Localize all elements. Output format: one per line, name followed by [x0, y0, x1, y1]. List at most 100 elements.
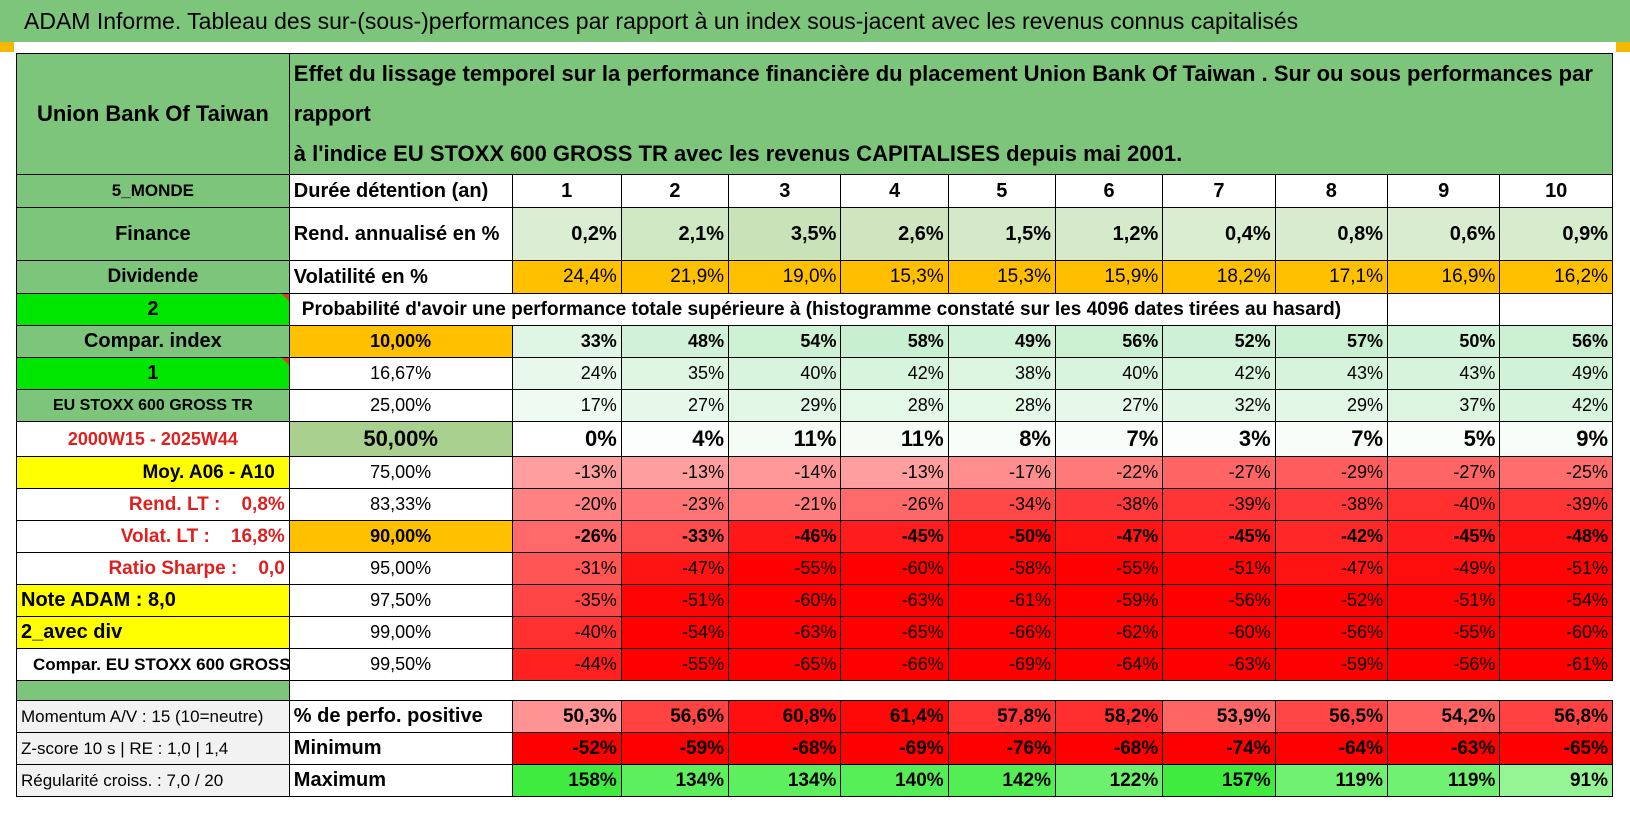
stats-value: 56,5%: [1274, 700, 1389, 733]
probability-heading: Probabilité d'avoir une performance tota…: [288, 293, 1389, 326]
stats-row: Régularité croiss. : 7,0 / 20 Maximum 158%…: [16, 764, 1613, 797]
annual-return-value: 0,6%: [1386, 207, 1501, 261]
probability-value: -51%: [1499, 552, 1613, 585]
annual-return-value: 0,4%: [1162, 207, 1276, 261]
annual-return-value: 3,5%: [728, 207, 842, 261]
volatility-row: Dividende Volatilité en % 24,4% 21,9% 19,0% 1…: [16, 260, 1613, 294]
annual-return-value: 2,1%: [620, 207, 730, 261]
probability-value: -63%: [728, 616, 842, 649]
threshold-value: 10,00%: [288, 325, 513, 358]
probability-value: -47%: [1054, 520, 1164, 553]
probability-value: 17%: [511, 389, 622, 422]
probability-value: 56%: [1054, 325, 1164, 358]
stats-value: -76%: [947, 732, 1056, 765]
threshold-value: 99,00%: [288, 616, 513, 649]
stats-value: -68%: [1054, 732, 1164, 765]
probability-value: -66%: [947, 616, 1056, 649]
spacer-left: [16, 680, 290, 701]
probability-row-label: Compar. index: [16, 325, 290, 358]
asset-name: Union Bank Of Taiwan: [16, 53, 290, 175]
probability-value: -54%: [620, 616, 730, 649]
probability-value: -39%: [1499, 488, 1613, 521]
volatility-value: 15,3%: [840, 260, 949, 294]
probability-value: -69%: [947, 648, 1056, 681]
probability-value: -63%: [840, 584, 949, 617]
probability-value: -46%: [728, 520, 842, 553]
empty-cell: [1499, 293, 1613, 326]
stats-value: 53,9%: [1162, 700, 1276, 733]
volatility-value: 16,2%: [1499, 260, 1613, 294]
volatility-value: 19,0%: [728, 260, 842, 294]
volatility-value: 17,1%: [1274, 260, 1389, 294]
annual-return-value: 2,6%: [840, 207, 949, 261]
stats-value: 140%: [840, 764, 949, 797]
probability-row: Compar. EU STOXX 600 GROSS TR99,50%-44%-…: [16, 648, 1613, 681]
probability-value: -29%: [1274, 456, 1389, 489]
probability-row: 2000W15 - 2025W44 50,00% 0% 4% 11% 11% 8% 7% 3% 7…: [16, 421, 1613, 457]
probability-value: -14%: [728, 456, 842, 489]
probability-value: 42%: [1162, 357, 1276, 390]
probability-value: 33%: [511, 325, 622, 358]
threshold-value: 90,00%: [288, 520, 513, 553]
probability-value: 42%: [840, 357, 949, 390]
stats-value: -65%: [1499, 732, 1613, 765]
stats-value: 119%: [1386, 764, 1501, 797]
corner-marker-right: [1616, 42, 1630, 52]
probability-value: -56%: [1274, 616, 1389, 649]
stats-value: 158%: [511, 764, 622, 797]
probability-value: 48%: [620, 325, 730, 358]
duration-year: 6: [1054, 174, 1164, 208]
probability-value: -44%: [511, 648, 622, 681]
stats-value: 58,2%: [1054, 700, 1164, 733]
probability-value: 7%: [1054, 421, 1164, 457]
probability-row: Note ADAM : 8,0 97,50% -35% -51% -60% -63% -61…: [16, 584, 1613, 617]
probability-value: -39%: [1162, 488, 1276, 521]
stats-row-label: Momentum A/V : 15 (10=neutre): [16, 700, 290, 733]
probability-value: -40%: [511, 616, 622, 649]
probability-value: 49%: [947, 325, 1056, 358]
probability-value: 43%: [1386, 357, 1501, 390]
probability-row-label: 1: [16, 357, 290, 390]
probability-value: -20%: [511, 488, 622, 521]
volatility-value: 16,9%: [1386, 260, 1501, 294]
annual-return-row: Finance Rend. annualisé en % 0,2% 2,1% 3,5% 2…: [16, 207, 1613, 261]
stats-value: 122%: [1054, 764, 1164, 797]
description-line-2: à l'indice EU STOXX 600 GROSS TR avec le…: [293, 141, 1183, 166]
probability-value: -51%: [1386, 584, 1501, 617]
report-title: ADAM Informe. Tableau des sur-(sous-)per…: [0, 0, 1630, 42]
probability-row: Ratio Sharpe : 0,0 95,00% -31% -47% -55% -60%…: [16, 552, 1613, 585]
probability-value: -22%: [1054, 456, 1164, 489]
table-body: Union Bank Of Taiwan Effet du lissage te…: [16, 53, 1614, 797]
probability-value: 27%: [1054, 389, 1164, 422]
probability-value: -23%: [620, 488, 730, 521]
probability-value: 11%: [840, 421, 949, 457]
stats-row: Momentum A/V : 15 (10=neutre)% de perfo.…: [16, 700, 1613, 733]
probability-value: -50%: [947, 520, 1056, 553]
probability-value: -47%: [1274, 552, 1389, 585]
annual-return-value: 0,2%: [511, 207, 622, 261]
probability-value: -58%: [947, 552, 1056, 585]
probability-value: -40%: [1386, 488, 1501, 521]
description-line-1: Effet du lissage temporel sur la perform…: [293, 61, 1593, 126]
probability-heading-row: 2 Probabilité d'avoir une performance tot…: [16, 293, 1613, 326]
dividend-label: Dividende: [16, 260, 290, 294]
probability-value: -59%: [1054, 584, 1164, 617]
probability-value: -60%: [1162, 616, 1276, 649]
probability-value: -38%: [1274, 488, 1389, 521]
volatility-value: 18,2%: [1162, 260, 1276, 294]
probability-value: 11%: [728, 421, 842, 457]
annual-return-value: 0,8%: [1274, 207, 1389, 261]
probability-row: Rend. LT : 0,8% 83,33% -20% -23% -21% -26% -34…: [16, 488, 1613, 521]
stats-value: -59%: [620, 732, 730, 765]
corner-marker-left: [0, 42, 14, 52]
probability-value: -38%: [1054, 488, 1164, 521]
probability-value: 8%: [947, 421, 1056, 457]
spacer: [289, 681, 1612, 701]
probability-row-label: Ratio Sharpe : 0,0: [16, 552, 290, 585]
stats-value: 142%: [947, 764, 1056, 797]
stats-value: 56,6%: [620, 700, 730, 733]
probability-value: 5%: [1386, 421, 1501, 457]
probability-row: 1 16,67% 24% 35% 40% 42% 38% 40% 42% 43% 43% 49%: [16, 357, 1613, 390]
probability-value: -63%: [1162, 648, 1276, 681]
probability-value: 0%: [511, 421, 622, 457]
